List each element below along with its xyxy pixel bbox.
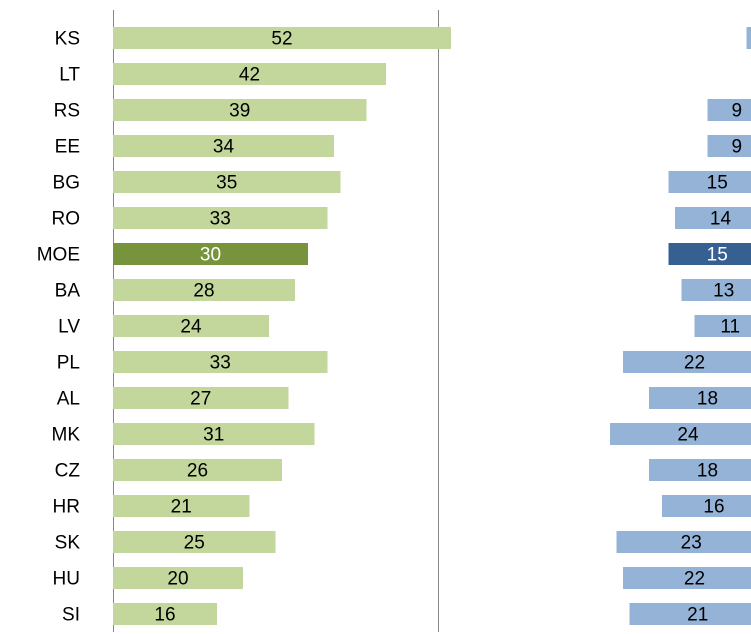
- y-tick-label: RO: [52, 209, 81, 230]
- bar: [649, 387, 751, 409]
- bar: [113, 459, 282, 481]
- bar: [113, 603, 217, 625]
- bar: [113, 351, 328, 373]
- y-tick-label: SK: [55, 533, 81, 554]
- bar: [113, 243, 308, 265]
- y-tick-label: BG: [53, 173, 80, 194]
- data-label: 14: [710, 209, 732, 230]
- data-label: 16: [703, 497, 724, 518]
- y-tick-label: LT: [59, 65, 80, 86]
- bar: [113, 567, 243, 589]
- y-tick-label: LV: [58, 317, 80, 338]
- data-label: 21: [687, 605, 708, 626]
- data-label: 24: [180, 317, 202, 338]
- y-tick-label: MOE: [37, 245, 80, 266]
- data-label: 26: [187, 461, 208, 482]
- bar: [662, 495, 751, 517]
- y-tick-label: SI: [62, 605, 80, 626]
- bar: [113, 63, 386, 85]
- y-tick-label: HU: [53, 569, 80, 590]
- data-label: 18: [697, 461, 718, 482]
- data-label: 34: [213, 137, 235, 158]
- data-label: 15: [707, 173, 728, 194]
- bar: [681, 279, 751, 301]
- bar: [707, 99, 751, 121]
- data-label: 28: [193, 281, 214, 302]
- data-label: 39: [229, 101, 250, 122]
- bar: [113, 135, 334, 157]
- data-label: 15: [707, 245, 728, 266]
- bar: [629, 603, 751, 625]
- data-label: 21: [171, 497, 192, 518]
- data-label: 24: [677, 425, 699, 446]
- data-label: 23: [681, 533, 702, 554]
- bar: [113, 387, 289, 409]
- bar: [113, 279, 295, 301]
- bar: [616, 531, 751, 553]
- bar: [113, 207, 328, 229]
- bar: [694, 315, 751, 337]
- y-tick-label: RS: [54, 101, 80, 122]
- data-label: 11: [720, 317, 740, 338]
- data-label: 33: [210, 209, 231, 230]
- bar: [113, 171, 341, 193]
- bar: [113, 423, 315, 445]
- y-tick-label: EE: [55, 137, 80, 158]
- y-tick-label: KS: [55, 29, 80, 50]
- bar: [113, 315, 269, 337]
- bar: [675, 207, 751, 229]
- data-label: 33: [210, 353, 231, 374]
- data-label: 22: [684, 353, 705, 374]
- bar: [610, 423, 751, 445]
- data-label: 31: [203, 425, 224, 446]
- bar: [668, 243, 751, 265]
- y-tick-label: BA: [55, 281, 81, 302]
- data-label: 42: [239, 65, 260, 86]
- data-label: 18: [697, 389, 718, 410]
- data-label: 20: [167, 569, 188, 590]
- data-label: 30: [200, 245, 221, 266]
- data-label: 52: [271, 29, 292, 50]
- bar: [649, 459, 751, 481]
- bar: [707, 135, 751, 157]
- data-label: 27: [190, 389, 211, 410]
- bar: [668, 171, 751, 193]
- data-label: 16: [154, 605, 175, 626]
- bar: [623, 351, 751, 373]
- data-label: 35: [216, 173, 237, 194]
- bar: [113, 27, 451, 49]
- data-label: 22: [684, 569, 705, 590]
- data-label: 13: [713, 281, 734, 302]
- bar: [113, 495, 250, 517]
- bar: [746, 27, 751, 49]
- y-tick-label: CZ: [55, 461, 81, 482]
- y-tick-label: HR: [53, 497, 80, 518]
- data-label: 9: [731, 137, 742, 158]
- y-tick-label: MK: [52, 425, 81, 446]
- y-tick-label: PL: [57, 353, 80, 374]
- bar: [113, 99, 367, 121]
- bar: [113, 531, 276, 553]
- data-label: 9: [731, 101, 742, 122]
- y-tick-label: AL: [57, 389, 80, 410]
- data-label: 25: [184, 533, 205, 554]
- bar: [623, 567, 751, 589]
